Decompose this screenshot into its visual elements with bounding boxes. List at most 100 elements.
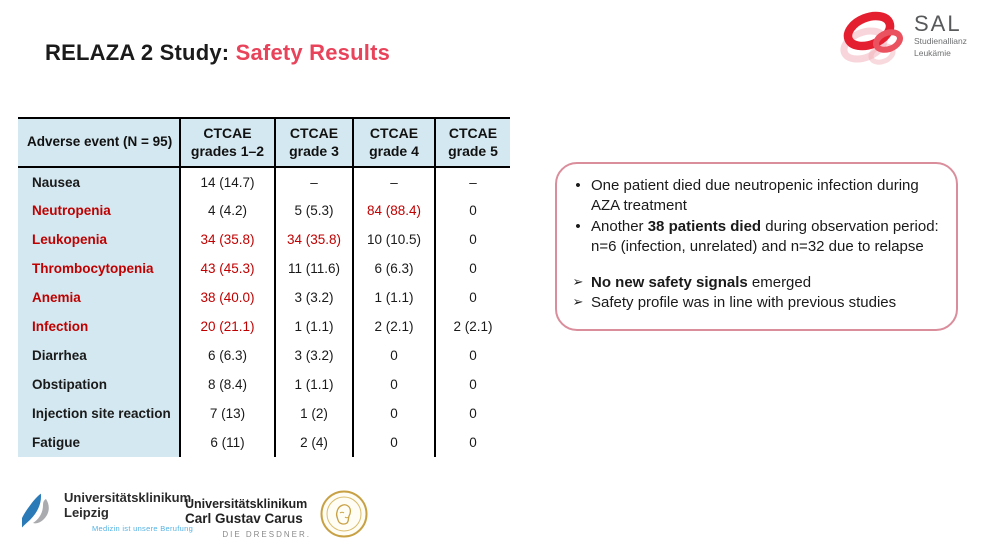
cell-value: 0 (434, 283, 510, 312)
table-row: Fatigue 6 (11) 2 (4) 0 0 (18, 428, 510, 457)
table-row: Anemia 38 (40.0) 3 (3.2) 1 (1.1) 0 (18, 283, 510, 312)
cell-value: 0 (352, 341, 435, 370)
dot-bullet-icon: • (575, 177, 581, 194)
cell-value: 5 (5.3) (274, 196, 353, 225)
col-header-ctcae-grade: CTCAE grade 5 (434, 117, 510, 168)
callout-bullet-text: One patient died due neutropenic infecti… (591, 177, 919, 215)
cell-value: 1 (1.1) (274, 312, 353, 341)
table-row: Diarrhea 6 (6.3) 3 (3.2) 0 0 (18, 341, 510, 370)
col-header-ctcae-grade: CTCAE grade 4 (352, 117, 435, 168)
row-label: Leukopenia (18, 225, 180, 254)
cell-value: 8 (8.4) (179, 370, 275, 399)
cell-value: 14 (14.7) (179, 167, 275, 196)
sal-logo-name: SAL (914, 11, 962, 37)
cell-value: 6 (11) (179, 428, 275, 457)
row-label: Neutropenia (18, 196, 180, 225)
cell-value: 2 (2.1) (352, 312, 435, 341)
cell-value: 43 (45.3) (179, 254, 275, 283)
cell-value: 4 (4.2) (179, 196, 275, 225)
cell-value: – (434, 167, 510, 196)
col-header-ctcae-grade: CTCAE grade 3 (274, 117, 353, 168)
callout-bullet-text: No new safety signals emerged (591, 273, 812, 291)
cell-value: 34 (35.8) (274, 225, 353, 254)
title-prefix: RELAZA 2 Study: (45, 40, 236, 65)
sal-logo-text: SAL Studienallianz Leukämie (914, 13, 967, 58)
row-label: Fatigue (18, 428, 180, 457)
cell-value: 0 (434, 225, 510, 254)
cell-value: 0 (434, 196, 510, 225)
callout-bullet-text: Another 38 patients died during observat… (591, 217, 939, 256)
arrow-bullet-icon: ➢ (572, 273, 584, 289)
callout-bullet: ➢ Safety profile was in line with previou… (565, 293, 942, 313)
callout-bullet-list: • One patient died due neutropenic infect… (565, 176, 942, 313)
cell-value: 11 (11.6) (274, 254, 353, 283)
table-row: Injection site reaction 7 (13) 1 (2) 0 0 (18, 399, 510, 428)
dot-bullet-icon: • (575, 217, 581, 235)
cell-value: 34 (35.8) (179, 225, 275, 254)
cell-value: 38 (40.0) (179, 283, 275, 312)
table-row: Thrombocytopenia 43 (45.3) 11 (11.6) 6 (6.3… (18, 254, 510, 283)
cell-value: 7 (13) (179, 399, 275, 428)
cell-value: 20 (21.1) (179, 312, 275, 341)
row-label: Diarrhea (18, 341, 180, 370)
callout-bullet: • One patient died due neutropenic infect… (565, 176, 942, 217)
row-label: Anemia (18, 283, 180, 312)
row-label: Thrombocytopenia (18, 254, 180, 283)
dresden-line1: Universitätsklinikum (185, 497, 308, 511)
row-label: Injection site reaction (18, 399, 180, 428)
cell-value: 0 (434, 399, 510, 428)
title-highlight: Safety Results (235, 40, 391, 65)
cell-value: 6 (6.3) (179, 341, 275, 370)
cell-value: 0 (352, 370, 435, 399)
cell-value: 6 (6.3) (352, 254, 435, 283)
dresden-logo: Universitätsklinikum Carl Gustav Carus D… (185, 490, 369, 540)
adverse-events-table: Adverse event (N = 95) CTCAE grades 1–2 CT… (18, 117, 510, 457)
cell-value: 3 (3.2) (274, 341, 353, 370)
table-row: Infection 20 (21.1) 1 (1.1) 2 (2.1) 2 (2.1) (18, 312, 510, 341)
cell-value: 0 (352, 399, 435, 428)
leipzig-line2: Leipzig (64, 504, 109, 520)
leipzig-logo: Universitätsklinikum Leipzig Medizin ist… (22, 490, 194, 539)
cell-value: – (352, 167, 435, 196)
leipzig-swoosh-icon (22, 493, 49, 532)
callout-bullet-text: Safety profile was in line with previous… (591, 293, 897, 311)
callout-bullet: ➢ No new safety signals emerged (565, 273, 942, 293)
cell-value: 0 (434, 428, 510, 457)
cell-value: 0 (434, 370, 510, 399)
dresden-line2: Carl Gustav Carus (185, 511, 303, 527)
table-row: Leukopenia 34 (35.8) 34 (35.8) 10 (10.5) 0 (18, 225, 510, 254)
table-row: Obstipation 8 (8.4) 1 (1.1) 0 0 (18, 370, 510, 399)
dresden-seal-icon (320, 490, 368, 538)
cell-value: 0 (434, 254, 510, 283)
cell-value: – (274, 167, 353, 196)
row-label: Infection (18, 312, 180, 341)
page-title: RELAZA 2 Study: Safety Results (45, 40, 390, 66)
cell-value: 2 (2.1) (434, 312, 510, 341)
cell-value: 10 (10.5) (352, 225, 435, 254)
row-label: Obstipation (18, 370, 180, 399)
row-label: Nausea (18, 167, 180, 196)
leipzig-line1: Universitätsklinikum (64, 490, 192, 505)
table-row: Nausea 14 (14.7) – – – (18, 167, 510, 196)
sal-rings-icon (840, 11, 903, 65)
cell-value: 0 (352, 428, 435, 457)
col-header-adverse-event: Adverse event (N = 95) (18, 117, 180, 168)
sal-logo: SAL Studienallianz Leukämie (838, 6, 988, 66)
dresden-line3: DIE DRESDNER. (222, 529, 311, 539)
sal-logo-sub1: Studienallianz (914, 36, 967, 47)
safety-summary-callout: • One patient died due neutropenic infect… (555, 162, 958, 331)
cell-value: 3 (3.2) (274, 283, 353, 312)
cell-value: 2 (4) (274, 428, 353, 457)
arrow-bullet-icon: ➢ (572, 293, 584, 309)
table-row: Neutropenia 4 (4.2) 5 (5.3) 84 (88.4) 0 (18, 196, 510, 225)
callout-bullet: • Another 38 patients died during observa… (565, 217, 942, 258)
col-header-ctcae-grade: CTCAE grades 1–2 (179, 117, 275, 168)
cell-value: 0 (434, 341, 510, 370)
sal-logo-sub2: Leukämie (914, 48, 951, 58)
cell-value: 1 (1.1) (352, 283, 435, 312)
leipzig-tagline: Medizin ist unsere Berufung (92, 524, 194, 534)
table-header-row: Adverse event (N = 95) CTCAE grades 1–2 CT… (18, 117, 510, 168)
cell-value: 84 (88.4) (352, 196, 435, 225)
cell-value: 1 (1.1) (274, 370, 353, 399)
